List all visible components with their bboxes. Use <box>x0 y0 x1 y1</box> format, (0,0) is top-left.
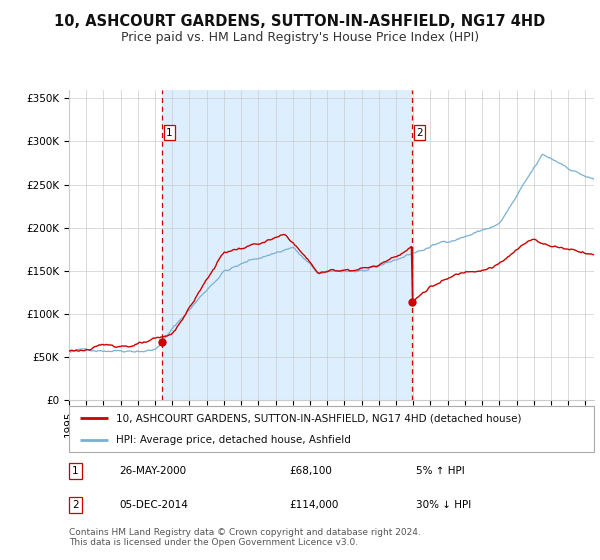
Text: £68,100: £68,100 <box>290 466 332 476</box>
Text: 1: 1 <box>72 466 79 476</box>
Text: 10, ASHCOURT GARDENS, SUTTON-IN-ASHFIELD, NG17 4HD: 10, ASHCOURT GARDENS, SUTTON-IN-ASHFIELD… <box>55 14 545 29</box>
Text: 05-DEC-2014: 05-DEC-2014 <box>119 500 188 510</box>
Text: £114,000: £114,000 <box>290 500 339 510</box>
Text: 2: 2 <box>72 500 79 510</box>
FancyBboxPatch shape <box>69 406 594 452</box>
Text: HPI: Average price, detached house, Ashfield: HPI: Average price, detached house, Ashf… <box>116 435 351 445</box>
Text: 30% ↓ HPI: 30% ↓ HPI <box>415 500 471 510</box>
Text: 26-MAY-2000: 26-MAY-2000 <box>119 466 186 476</box>
Text: 10, ASHCOURT GARDENS, SUTTON-IN-ASHFIELD, NG17 4HD (detached house): 10, ASHCOURT GARDENS, SUTTON-IN-ASHFIELD… <box>116 413 522 423</box>
Text: 5% ↑ HPI: 5% ↑ HPI <box>415 466 464 476</box>
Text: 1: 1 <box>166 128 173 138</box>
Text: Price paid vs. HM Land Registry's House Price Index (HPI): Price paid vs. HM Land Registry's House … <box>121 31 479 44</box>
Bar <box>161 90 412 400</box>
Text: 2: 2 <box>416 128 423 138</box>
Text: Contains HM Land Registry data © Crown copyright and database right 2024.
This d: Contains HM Land Registry data © Crown c… <box>69 528 421 547</box>
